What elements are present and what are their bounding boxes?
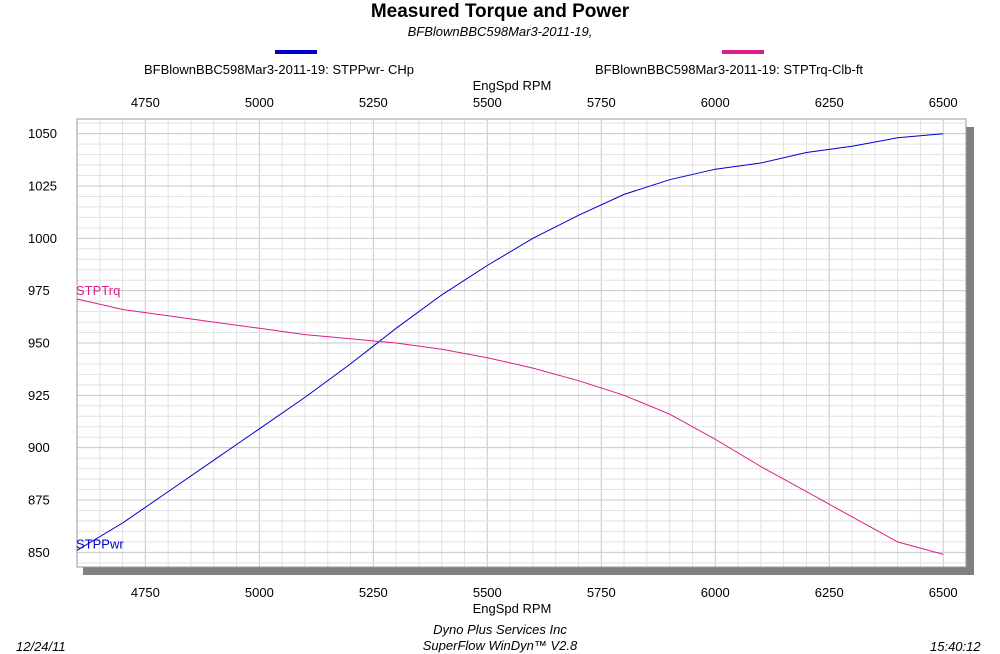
x-tick-label-bottom: 6250 [815,585,844,600]
plot-shadow-right [966,127,974,575]
plot-shadow-bottom [83,567,974,575]
y-axis-ticks: 850 875 900 925 950 975 1000 1025 1050 [28,126,57,560]
chart-subtitle: BFBlownBBC598Mar3-2011-19, [407,24,593,39]
x-tick-label-bottom: 5750 [587,585,616,600]
x-tick-label-bottom: 6000 [701,585,730,600]
series-label-stppwr: STPPwr [76,536,124,551]
x-tick-label-top: 6000 [701,95,730,110]
plot-grid [76,119,967,567]
legend-swatch-torque [722,50,764,54]
x-tick-label-bottom: 5250 [359,585,388,600]
legend-swatch-power [275,50,317,54]
series-line-stptrq [76,298,944,555]
y-tick-label: 850 [28,545,50,560]
x-tick-label-top: 4750 [131,95,160,110]
series-label-stptrq: STPTrq [76,283,120,298]
x-tick-label-bottom: 6500 [929,585,958,600]
plot-frame [76,118,967,568]
x-axis-title-top: EngSpd RPM [472,78,552,93]
y-tick-label: 1025 [28,178,57,193]
footer-date: 12/24/11 [16,639,66,654]
chart-title: Measured Torque and Power [370,1,630,22]
x-tick-label-top: 6500 [929,95,958,110]
x-axis-ticks-top: 4750 5000 5250 5500 5750 6000 6250 6500 [131,95,958,110]
x-axis-ticks-bottom: 4750 5000 5250 5500 5750 6000 6250 6500 [131,585,958,600]
plot-border [76,118,967,568]
x-tick-label-bottom: 5000 [245,585,274,600]
legend-label-torque: BFBlownBBC598Mar3-2011-19: STPTrq-Clb-ft [595,62,864,77]
x-tick-label-top: 5750 [587,95,616,110]
y-tick-label: 875 [28,493,50,508]
footer-time: 15:40:12 [930,639,981,654]
x-tick-label-top: 6250 [815,95,844,110]
y-tick-label: 925 [28,388,50,403]
x-axis-title-bottom: EngSpd RPM [472,601,552,616]
y-tick-label: 975 [28,283,50,298]
y-tick-label: 1000 [28,231,57,246]
plot-series: STPPwr STPTrq [76,133,944,555]
x-tick-label-bottom: 4750 [131,585,160,600]
y-tick-label: 1050 [28,126,57,141]
x-tick-label-top: 5000 [245,95,274,110]
x-tick-label-top: 5250 [359,95,388,110]
plot-shadow [83,127,974,575]
y-tick-label: 950 [28,336,50,351]
footer-company: Dyno Plus Services Inc [433,622,567,637]
footer-software: SuperFlow WinDyn™ V2.8 [422,638,578,653]
series-line-stppwr [76,133,944,551]
x-tick-label-top: 5500 [473,95,502,110]
legend-label-power: BFBlownBBC598Mar3-2011-19: STPPwr- CHp [144,62,414,77]
x-tick-label-bottom: 5500 [473,585,502,600]
y-tick-label: 900 [28,440,50,455]
